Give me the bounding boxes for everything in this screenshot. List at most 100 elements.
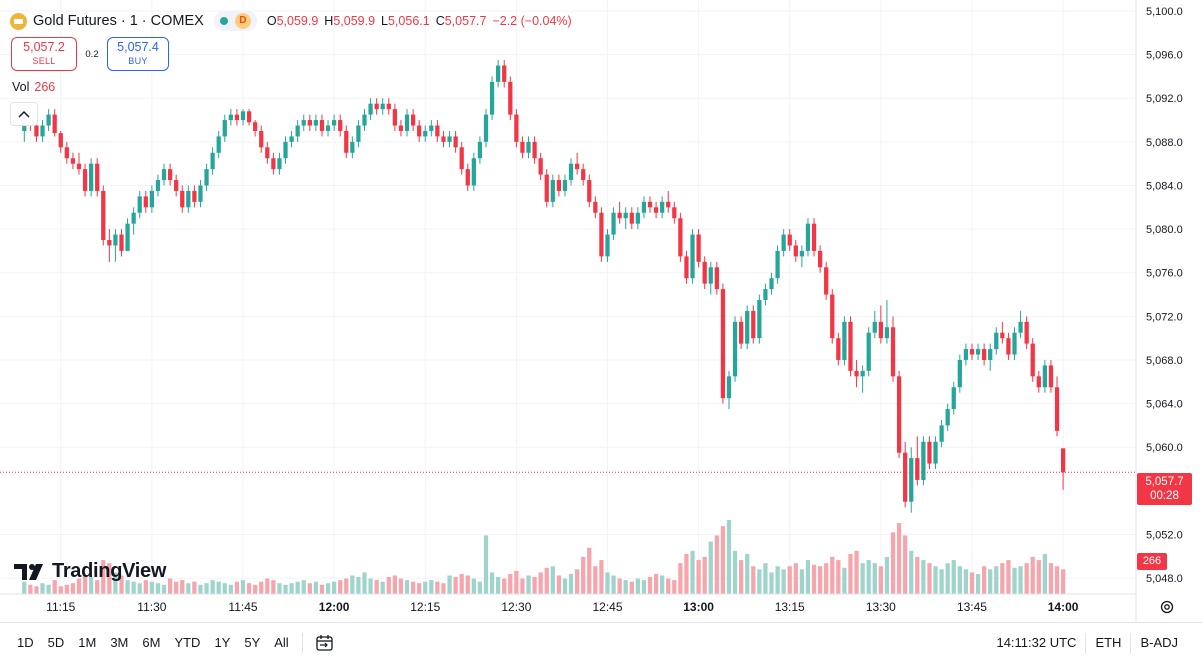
symbol-header: Gold Futures · 1 · COMEX D O5,059.9 H5,05… (10, 11, 578, 31)
volume-bar (672, 580, 677, 594)
candle-body (1024, 321, 1029, 344)
volume-bar (763, 563, 768, 594)
volume-bar (125, 580, 130, 594)
range-button-1y[interactable]: 1Y (214, 635, 231, 650)
volume-bar (635, 578, 640, 594)
volume-bar (34, 586, 39, 594)
go-to-date-icon[interactable] (315, 633, 337, 653)
candle-body (137, 196, 142, 213)
candle-body (745, 310, 750, 344)
range-button-5d[interactable]: 5D (47, 635, 65, 650)
volume-bar (107, 563, 112, 594)
candle-body (338, 120, 343, 131)
candlestick-series (22, 60, 1066, 513)
time-tick-label: 12:30 (501, 600, 531, 614)
time-tick-label: 12:45 (592, 600, 622, 614)
volume-bar (386, 577, 391, 594)
volume-bar (350, 575, 355, 594)
price-tick-label: 5,072.0 (1146, 311, 1183, 323)
candle-body (1048, 365, 1054, 388)
candle-body (611, 212, 616, 235)
symbol-title[interactable]: Gold Futures · 1 · COMEX (33, 13, 204, 29)
candle-body (660, 201, 665, 213)
candle-body (1054, 387, 1060, 431)
candle-body (957, 359, 962, 388)
adjustment-toggle[interactable]: B-ADJ (1140, 635, 1178, 650)
volume-bar (502, 578, 507, 594)
candle-body (1042, 365, 1048, 388)
candle-body (672, 207, 677, 219)
time-tick-label: 12:15 (410, 600, 440, 614)
low-label: L (381, 14, 388, 28)
candle-body (848, 321, 853, 371)
volume-bar (745, 553, 750, 594)
collapse-legend-button[interactable] (10, 102, 38, 126)
candle-body (1030, 343, 1035, 377)
candle-body (866, 332, 871, 371)
candle-body (562, 180, 568, 191)
candle-body (982, 349, 987, 360)
volume-bar (277, 583, 282, 594)
candle-body (331, 120, 337, 126)
volume-bar (842, 567, 847, 594)
candle-body (641, 201, 647, 213)
volume-bar (180, 580, 185, 594)
range-button-1d[interactable]: 1D (17, 635, 34, 650)
candle-body (629, 212, 634, 224)
session-info: 14:11:32 UTC ETH B-ADJ (987, 632, 1187, 653)
toolbar-separator (1130, 632, 1132, 653)
range-button-5y[interactable]: 5Y (244, 635, 261, 650)
time-tick-label: 13:30 (866, 600, 896, 614)
volume-bar (799, 569, 805, 594)
volume-legend[interactable]: Vol 266 (12, 80, 55, 94)
settings-gear-icon[interactable] (1159, 599, 1175, 615)
range-button-6m[interactable]: 6M (142, 635, 161, 650)
high-value: 5,059.9 (333, 14, 376, 28)
candle-body (769, 278, 774, 290)
candle-body (502, 65, 507, 82)
sell-button[interactable]: 5,057.2 SELL (11, 37, 77, 71)
candle-body (824, 267, 829, 295)
candle-body (167, 169, 173, 181)
candle-body (793, 245, 798, 257)
candle-body (951, 387, 956, 410)
volume-bar (921, 560, 926, 594)
volume-bar (884, 557, 890, 594)
price-axis[interactable]: 5,100.0 5,096.0 5,092.0 5,088.0 5,084.0 5,080… (1146, 6, 1183, 585)
candle-body (581, 169, 586, 181)
volume-bar (265, 578, 270, 594)
interval-badge: D (234, 13, 251, 29)
candle-body (356, 125, 361, 142)
volume-bar (459, 573, 464, 594)
volume-bar (198, 584, 203, 594)
range-button-all[interactable]: All (274, 635, 289, 650)
candle-body (1036, 376, 1041, 388)
session-toggle[interactable]: ETH (1095, 635, 1122, 650)
volume-bar (514, 570, 519, 594)
candle-body (599, 212, 604, 257)
volume-bar (216, 581, 221, 594)
volume-bar (70, 583, 76, 594)
tradingview-logo[interactable]: TradingView (14, 560, 166, 583)
volume-bar (581, 557, 586, 594)
volume-bar (726, 520, 732, 594)
range-button-ytd[interactable]: YTD (174, 635, 201, 650)
candle-body (963, 349, 969, 360)
volume-bar (623, 580, 628, 594)
time-tick-label: 13:15 (775, 600, 805, 614)
range-button-1m[interactable]: 1M (78, 635, 97, 650)
buy-button[interactable]: 5,057.4 BUY (107, 37, 169, 71)
candle-body (653, 207, 659, 213)
volume-bar (982, 566, 987, 594)
time-axis[interactable]: 11:15 11:30 11:45 12:00 12:15 12:30 12:45 13:00… (46, 600, 1079, 614)
utc-clock[interactable]: 14:11:32 UTC (996, 635, 1077, 650)
volume-bar (562, 578, 568, 594)
market-open-dot-icon (219, 17, 228, 25)
volume-bar (319, 584, 325, 594)
market-status[interactable]: D (213, 11, 257, 31)
volume-bar (702, 557, 707, 594)
buy-price: 5,057.4 (117, 40, 159, 54)
range-button-3m[interactable]: 3M (110, 635, 129, 650)
candle-body (88, 163, 94, 191)
